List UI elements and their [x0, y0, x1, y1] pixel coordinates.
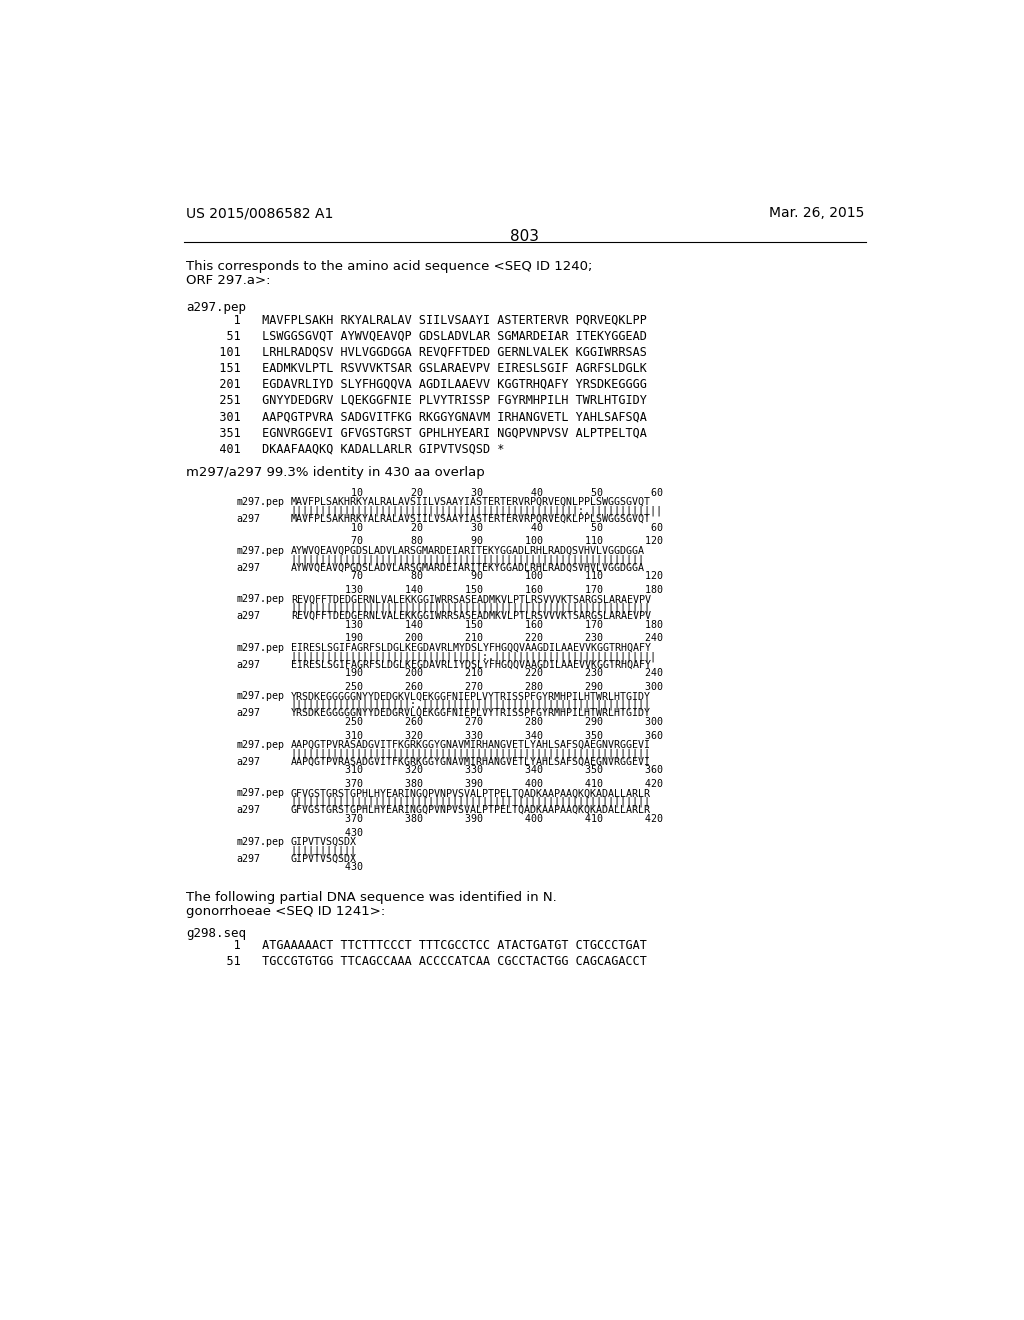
Text: 250       260       270       280       290       300: 250 260 270 280 290 300 — [291, 717, 663, 726]
Text: a297: a297 — [237, 708, 260, 718]
Text: 370       380       390       400       410       420: 370 380 390 400 410 420 — [291, 779, 663, 789]
Text: REVQFFTDEDGERNLVALEKKGGIWRRSASEADMKVLPTLRSVVVKTSARGSLARAEVPV: REVQFFTDEDGERNLVALEKKGGIWRRSASEADMKVLPTL… — [291, 594, 650, 605]
Text: m297.pep: m297.pep — [237, 498, 285, 507]
Text: 10        20        30        40        50        60: 10 20 30 40 50 60 — [291, 523, 663, 532]
Text: YRSDKEGGGGGNYYDEDGKVLQEKGGFNIEPLVYTRISSPFGYRMHPILHTWRLHTGIDY: YRSDKEGGGGGNYYDEDGKVLQEKGGFNIEPLVYTRISSP… — [291, 692, 650, 701]
Text: 51   LSWGGSGVQT AYWVQEAVQP GDSLADVLAR SGMARDEIAR ITEKYGGEAD: 51 LSWGGSGVQT AYWVQEAVQP GDSLADVLAR SGMA… — [198, 330, 646, 342]
Text: 1   MAVFPLSAKH RKYALRALAV SIILVSAAYI ASTERTERVR PQRVEQKLPP: 1 MAVFPLSAKH RKYALRALAV SIILVSAAYI ASTER… — [198, 313, 646, 326]
Text: 301   AAPQGTPVRA SADGVITFKG RKGGYGNAVM IRHANGVETL YAHLSAFSQA: 301 AAPQGTPVRA SADGVITFKG RKGGYGNAVM IRH… — [198, 411, 646, 424]
Text: m297.pep: m297.pep — [237, 692, 285, 701]
Text: 201   EGDAVRLIYD SLYFHGQQVA AGDILAAEVV KGGTRHQAFY YRSDKEGGGG: 201 EGDAVRLIYD SLYFHGQQVA AGDILAAEVV KGG… — [198, 378, 646, 391]
Text: a297: a297 — [237, 756, 260, 767]
Text: GIPVTVSQSDX: GIPVTVSQSDX — [291, 837, 356, 846]
Text: MAVFPLSAKHRKYALRALAVSIILVSAAYIASTERTERVRPQRVEQNLPPLSWGGSGVQT: MAVFPLSAKHRKYALRALAVSIILVSAAYIASTERTERVR… — [291, 498, 650, 507]
Text: 430: 430 — [291, 828, 362, 837]
Text: 351   EGNVRGGEVI GFVGSTGRST GPHLHYEARI NGQPVNPVSV ALPTPELTQA: 351 EGNVRGGEVI GFVGSTGRST GPHLHYEARI NGQ… — [198, 426, 646, 440]
Text: 803: 803 — [510, 230, 540, 244]
Text: 101   LRHLRADQSV HVLVGGDGGA REVQFFTDED GERNLVALEK KGGIWRRSAS: 101 LRHLRADQSV HVLVGGDGGA REVQFFTDED GER… — [198, 346, 646, 359]
Text: ||||||||||||||||||||||||||||||||||||||||||||||||||||||||||||: ||||||||||||||||||||||||||||||||||||||||… — [291, 748, 650, 759]
Text: ||||||||||||||||||||:.||||||||||||||||||||||||||||||||||||||: ||||||||||||||||||||:.||||||||||||||||||… — [291, 700, 650, 710]
Text: |||||||||||: ||||||||||| — [291, 845, 356, 855]
Text: 190       200       210       220       230       240: 190 200 210 220 230 240 — [291, 668, 663, 678]
Text: 250       260       270       280       290       300: 250 260 270 280 290 300 — [291, 682, 663, 692]
Text: 401   DKAAFAAQKQ KADALLARLR GIPVTVSQSD *: 401 DKAAFAAQKQ KADALLARLR GIPVTVSQSD * — [198, 442, 504, 455]
Text: 310       320       330       340       350       360: 310 320 330 340 350 360 — [291, 730, 663, 741]
Text: 130       140       150       160       170       180: 130 140 150 160 170 180 — [291, 585, 663, 595]
Text: g298.seq: g298.seq — [186, 927, 246, 940]
Text: AYWVQEAVQPGDSLADVLARSGMARDEIARITEKYGGADLRHLRADQSVHVLVGGDGGA: AYWVQEAVQPGDSLADVLARSGMARDEIARITEKYGGADL… — [291, 562, 645, 573]
Text: The following partial DNA sequence was identified in N.: The following partial DNA sequence was i… — [186, 891, 557, 904]
Text: gonorrhoeae <SEQ ID 1241>:: gonorrhoeae <SEQ ID 1241>: — [186, 906, 385, 919]
Text: a297: a297 — [237, 660, 260, 669]
Text: ||||||||||||||||||||||||||||||||||||||||||||||||||||||||||||: ||||||||||||||||||||||||||||||||||||||||… — [291, 797, 650, 808]
Text: YRSDKEGGGGGNYYDEDGRVLQEKGGFNIEPLVYTRISSPFGYRMHPILHTWRLHTGIDY: YRSDKEGGGGGNYYDEDGRVLQEKGGFNIEPLVYTRISSP… — [291, 708, 650, 718]
Text: This corresponds to the amino acid sequence <SEQ ID 1240;: This corresponds to the amino acid seque… — [186, 260, 593, 273]
Text: 190       200       210       220       230       240: 190 200 210 220 230 240 — [291, 634, 663, 643]
Text: ORF 297.a>:: ORF 297.a>: — [186, 275, 270, 286]
Text: ||||||||||||||||||||||||||||||||||||||||||||||||:.||||||||||||: ||||||||||||||||||||||||||||||||||||||||… — [291, 506, 663, 516]
Text: ||||||||||||||||||||||||||||||||:.|||||||||||||||||||||||||||: ||||||||||||||||||||||||||||||||:.||||||… — [291, 651, 656, 661]
Text: |||||||||||||||||||||||||||||||||||||||||||||||||||||||||||: ||||||||||||||||||||||||||||||||||||||||… — [291, 554, 645, 565]
Text: 251   GNYYDEDGRV LQEKGGFNIE PLVYTRISSP FGYRMHPILH TWRLHTGIDY: 251 GNYYDEDGRV LQEKGGFNIE PLVYTRISSP FGY… — [198, 395, 646, 407]
Text: 10        20        30        40        50        60: 10 20 30 40 50 60 — [291, 488, 663, 498]
Text: a297: a297 — [237, 805, 260, 816]
Text: a297: a297 — [237, 854, 260, 863]
Text: a297: a297 — [237, 515, 260, 524]
Text: US 2015/0086582 A1: US 2015/0086582 A1 — [186, 206, 334, 220]
Text: EIRESLSGIFAGRFSLDGLKEGDAVRLIYDSLYFHGQQVAAGDILAAEVVKGGTRHQAFY: EIRESLSGIFAGRFSLDGLKEGDAVRLIYDSLYFHGQQVA… — [291, 660, 650, 669]
Text: REVQFFTDEDGERNLVALEKKGGIWRRSASEADMKVLPTLRSVVVKTSARGSLARAEVPV: REVQFFTDEDGERNLVALEKKGGIWRRSASEADMKVLPTL… — [291, 611, 650, 622]
Text: AAPQGTPVRASADGVITFKGRKGGYGNAVMIRHANGVETLYAHLSAFSQAEGNVRGGEVI: AAPQGTPVRASADGVITFKGRKGGYGNAVMIRHANGVETL… — [291, 739, 650, 750]
Text: 70        80        90       100       110       120: 70 80 90 100 110 120 — [291, 536, 663, 546]
Text: m297.pep: m297.pep — [237, 643, 285, 652]
Text: 130       140       150       160       170       180: 130 140 150 160 170 180 — [291, 619, 663, 630]
Text: 370       380       390       400       410       420: 370 380 390 400 410 420 — [291, 813, 663, 824]
Text: AYWVQEAVQPGDSLADVLARSGMARDEIARITEKYGGADLRHLRADQSVHVLVGGDGGA: AYWVQEAVQPGDSLADVLARSGMARDEIARITEKYGGADL… — [291, 545, 645, 556]
Text: m297.pep: m297.pep — [237, 837, 285, 846]
Text: 310       320       330       340       350       360: 310 320 330 340 350 360 — [291, 766, 663, 775]
Text: AAPQGTPVRASADGVITFKGRKGGYGNAVMIRHANGVETLYAHLSAFSQAEGNVRGGEVI: AAPQGTPVRASADGVITFKGRKGGYGNAVMIRHANGVETL… — [291, 756, 650, 767]
Text: 70        80        90       100       110       120: 70 80 90 100 110 120 — [291, 572, 663, 581]
Text: m297/a297 99.3% identity in 430 aa overlap: m297/a297 99.3% identity in 430 aa overl… — [186, 466, 485, 479]
Text: EIRESLSGIFAGRFSLDGLKEGDAVRLMYDSLYFHGQQVAAGDILAAEVVKGGTRHQAFY: EIRESLSGIFAGRFSLDGLKEGDAVRLMYDSLYFHGQQVA… — [291, 643, 650, 652]
Text: GIPVTVSQSDX: GIPVTVSQSDX — [291, 854, 356, 863]
Text: m297.pep: m297.pep — [237, 545, 285, 556]
Text: a297: a297 — [237, 611, 260, 622]
Text: MAVFPLSAKHRKYALRALAVSIILVSAAYIASTERTERVRPQRVEQKLPPLSWGGSGVQT: MAVFPLSAKHRKYALRALAVSIILVSAAYIASTERTERVR… — [291, 515, 650, 524]
Text: GFVGSTGRSTGPHLHYEARINGQPVNPVSVALPTPELTQADKAAPAAQKQKADALLARLR: GFVGSTGRSTGPHLHYEARINGQPVNPVSVALPTPELTQA… — [291, 805, 650, 816]
Text: Mar. 26, 2015: Mar. 26, 2015 — [769, 206, 864, 220]
Text: 151   EADMKVLPTL RSVVVKTSAR GSLARAEVPV EIRESLSGIF AGRFSLDGLK: 151 EADMKVLPTL RSVVVKTSAR GSLARAEVPV EIR… — [198, 362, 646, 375]
Text: 430: 430 — [291, 862, 362, 873]
Text: m297.pep: m297.pep — [237, 788, 285, 799]
Text: a297.pep: a297.pep — [186, 301, 246, 314]
Text: 51   TGCCGTGTGG TTCAGCCAAA ACCCCATCAA CGCCTACTGG CAGCAGACCT: 51 TGCCGTGTGG TTCAGCCAAA ACCCCATCAA CGCC… — [198, 956, 646, 969]
Text: m297.pep: m297.pep — [237, 594, 285, 605]
Text: 1   ATGAAAAACT TTCTTTCCCT TTTCGCCTCC ATACTGATGT CTGCCCTGAT: 1 ATGAAAAACT TTCTTTCCCT TTTCGCCTCC ATACT… — [198, 940, 646, 952]
Text: a297: a297 — [237, 562, 260, 573]
Text: m297.pep: m297.pep — [237, 739, 285, 750]
Text: GFVGSTGRSTGPHLHYEARINGQPVNPVSVALPTPELTQADKAAPAAQKQKADALLARLR: GFVGSTGRSTGPHLHYEARINGQPVNPVSVALPTPELTQA… — [291, 788, 650, 799]
Text: ||||||||||||||||||||||||||||||||||||||||||||||||||||||||||||: ||||||||||||||||||||||||||||||||||||||||… — [291, 603, 650, 614]
